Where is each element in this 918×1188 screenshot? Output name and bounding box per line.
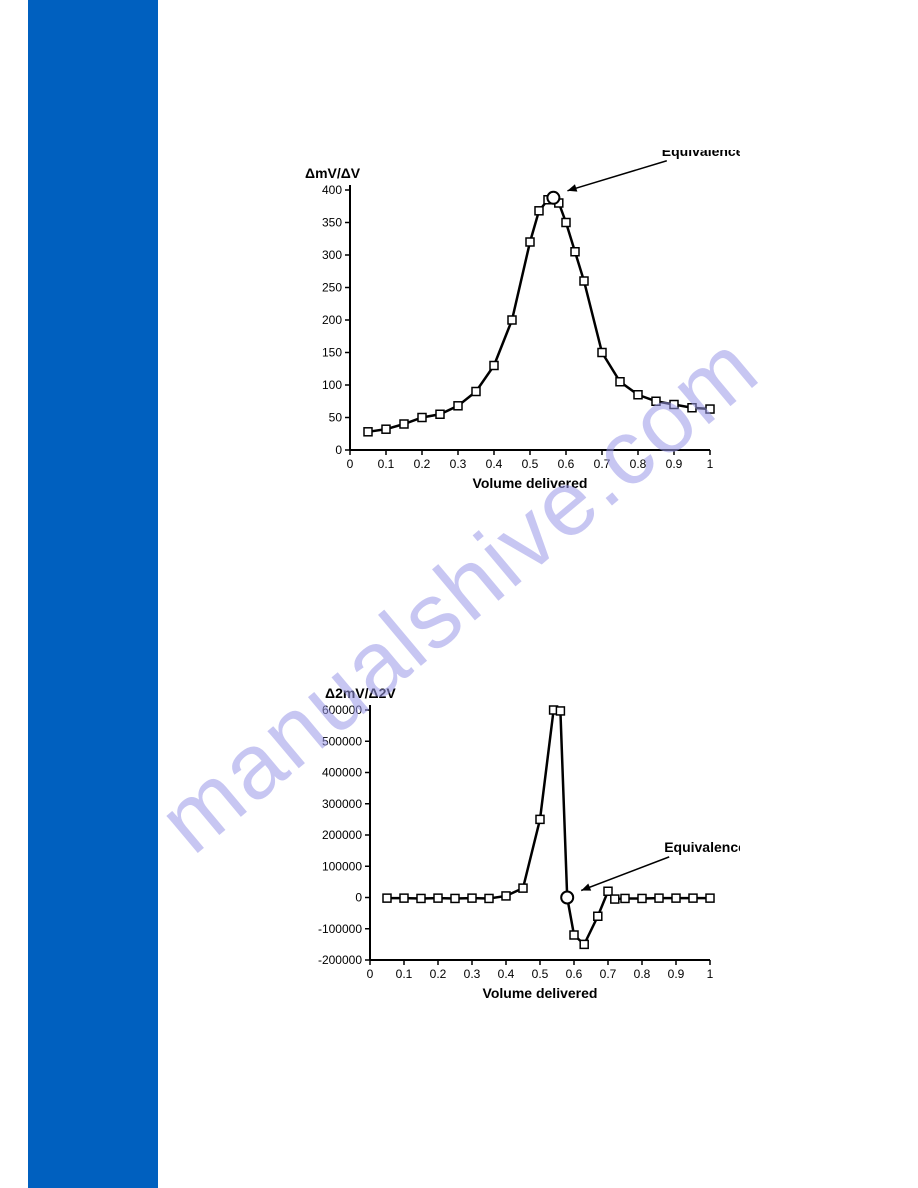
svg-text:0.9: 0.9: [666, 457, 683, 471]
svg-text:Δ2mV/Δ2V: Δ2mV/Δ2V: [325, 685, 396, 701]
svg-text:0.3: 0.3: [464, 967, 481, 981]
svg-text:0: 0: [347, 457, 354, 471]
svg-text:1: 1: [707, 967, 714, 981]
svg-text:300000: 300000: [322, 797, 362, 811]
svg-text:300: 300: [322, 248, 342, 262]
svg-text:0.6: 0.6: [566, 967, 583, 981]
svg-text:0: 0: [367, 967, 374, 981]
svg-text:0.1: 0.1: [378, 457, 395, 471]
svg-text:400: 400: [322, 183, 342, 197]
svg-text:Equivalence Point: Equivalence Point: [662, 150, 740, 159]
svg-text:ΔmV/ΔV: ΔmV/ΔV: [305, 165, 361, 181]
svg-text:0.8: 0.8: [630, 457, 647, 471]
svg-text:Volume delivered: Volume delivered: [483, 985, 598, 1001]
svg-text:0.8: 0.8: [634, 967, 651, 981]
svg-text:200000: 200000: [322, 828, 362, 842]
svg-text:0.9: 0.9: [668, 967, 685, 981]
svg-text:350: 350: [322, 216, 342, 230]
svg-text:0.1: 0.1: [396, 967, 413, 981]
svg-text:0.2: 0.2: [430, 967, 447, 981]
svg-text:0.7: 0.7: [600, 967, 617, 981]
svg-text:600000: 600000: [322, 703, 362, 717]
svg-text:1: 1: [707, 457, 714, 471]
svg-text:0: 0: [335, 443, 342, 457]
svg-text:0.4: 0.4: [498, 967, 515, 981]
svg-text:0.2: 0.2: [414, 457, 431, 471]
svg-text:0.5: 0.5: [522, 457, 539, 471]
svg-text:0.4: 0.4: [486, 457, 503, 471]
svg-text:150: 150: [322, 346, 342, 360]
svg-text:200: 200: [322, 313, 342, 327]
svg-text:-200000: -200000: [318, 953, 362, 967]
svg-text:-100000: -100000: [318, 922, 362, 936]
svg-text:0.6: 0.6: [558, 457, 575, 471]
svg-text:0.7: 0.7: [594, 457, 611, 471]
svg-text:0.3: 0.3: [450, 457, 467, 471]
second-derivative-chart: -200000 -100000 0 100000 200000 300000 400000 5…: [280, 680, 740, 1030]
svg-text:50: 50: [329, 411, 343, 425]
svg-text:0: 0: [355, 891, 362, 905]
svg-text:400000: 400000: [322, 766, 362, 780]
svg-text:250: 250: [322, 281, 342, 295]
first-derivative-chart: 0 50 100 150 200 250 300 350 400 0 0.1 0.2 0.3 0.4 0.5…: [280, 150, 740, 510]
svg-text:0.5: 0.5: [532, 967, 549, 981]
svg-text:Equivalence Point: Equivalence Point: [664, 839, 740, 855]
svg-text:100000: 100000: [322, 859, 362, 873]
svg-text:Volume delivered: Volume delivered: [473, 475, 588, 491]
svg-text:100: 100: [322, 378, 342, 392]
sidebar-band: [28, 0, 158, 1188]
svg-text:500000: 500000: [322, 734, 362, 748]
